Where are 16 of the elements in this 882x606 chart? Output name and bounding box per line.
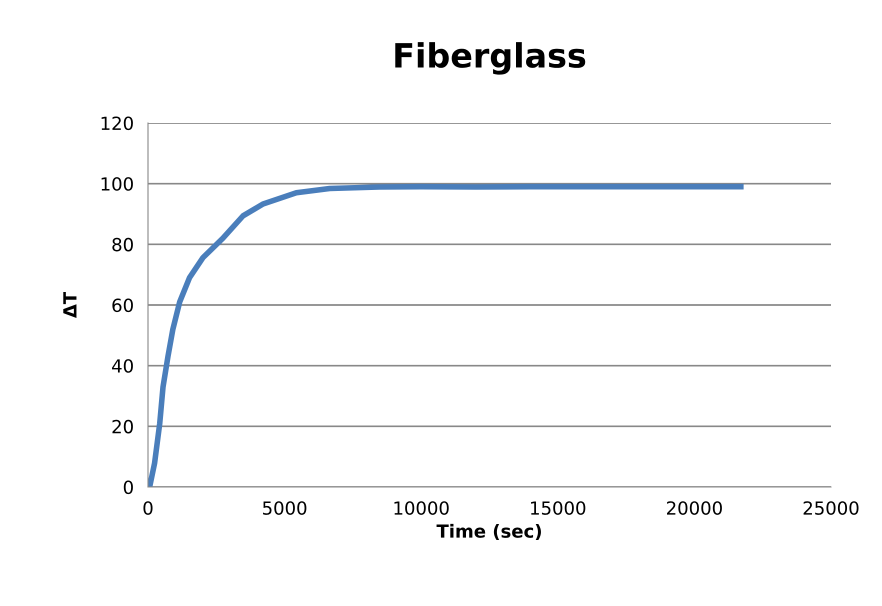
y-tick-label: 20 [112, 420, 133, 434]
chart-title: Fiberglass [395, 42, 586, 75]
y-tick-label: 40 [112, 359, 133, 373]
x-tick-label: 25000 [804, 501, 859, 515]
x-tick-label: 20000 [667, 501, 722, 515]
y-tick-label: 100 [102, 177, 133, 191]
x-tick-label: 5000 [263, 501, 306, 515]
x-axis-title: Time (sec) [436, 524, 541, 540]
x-tick-label: 0 [143, 501, 153, 515]
y-tick-label: 80 [112, 238, 133, 252]
y-axis-title: ΔT [63, 292, 76, 318]
y-tick-label: 60 [112, 298, 133, 312]
x-tick-label: 15000 [531, 501, 586, 515]
x-tick-label: 10000 [394, 501, 449, 515]
y-tick-label: 120 [102, 116, 133, 130]
y-tick-label: 0 [124, 480, 133, 494]
